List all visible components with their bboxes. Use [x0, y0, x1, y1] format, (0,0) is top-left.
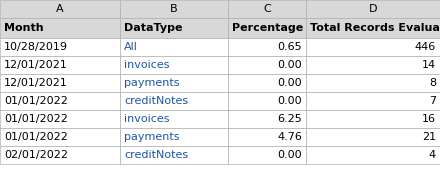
Bar — [228, 38, 306, 56]
Bar — [0, 74, 120, 92]
Bar — [306, 0, 440, 18]
Text: 12/01/2021: 12/01/2021 — [4, 78, 68, 88]
Text: B: B — [170, 4, 178, 14]
Bar — [228, 56, 306, 74]
Text: Percentage: Percentage — [232, 23, 303, 33]
Text: 4: 4 — [429, 150, 436, 160]
Text: creditNotes: creditNotes — [124, 96, 188, 106]
Text: 0.00: 0.00 — [277, 150, 302, 160]
Text: payments: payments — [124, 78, 180, 88]
Text: 01/01/2022: 01/01/2022 — [4, 132, 68, 142]
Bar — [120, 110, 228, 128]
Text: 446: 446 — [415, 42, 436, 52]
Text: 12/01/2021: 12/01/2021 — [4, 60, 68, 70]
Bar — [120, 128, 228, 146]
Text: payments: payments — [124, 132, 180, 142]
Text: 01/01/2022: 01/01/2022 — [4, 114, 68, 124]
Text: 0.00: 0.00 — [277, 96, 302, 106]
Bar — [306, 56, 440, 74]
Bar — [0, 128, 120, 146]
Bar — [306, 146, 440, 164]
Text: C: C — [263, 4, 271, 14]
Text: 01/01/2022: 01/01/2022 — [4, 96, 68, 106]
Bar — [228, 18, 306, 38]
Bar — [228, 92, 306, 110]
Bar — [306, 74, 440, 92]
Bar — [120, 146, 228, 164]
Text: 4.76: 4.76 — [277, 132, 302, 142]
Bar — [120, 92, 228, 110]
Text: A: A — [56, 4, 64, 14]
Bar — [120, 74, 228, 92]
Bar — [0, 110, 120, 128]
Bar — [228, 128, 306, 146]
Bar — [0, 0, 120, 18]
Bar — [120, 18, 228, 38]
Bar — [306, 38, 440, 56]
Bar — [306, 110, 440, 128]
Text: 6.25: 6.25 — [277, 114, 302, 124]
Bar — [228, 110, 306, 128]
Text: invoices: invoices — [124, 114, 169, 124]
Text: All: All — [124, 42, 138, 52]
Bar — [120, 0, 228, 18]
Text: 02/01/2022: 02/01/2022 — [4, 150, 68, 160]
Bar — [0, 56, 120, 74]
Bar — [228, 0, 306, 18]
Bar — [306, 92, 440, 110]
Text: Month: Month — [4, 23, 44, 33]
Bar — [0, 146, 120, 164]
Text: DataType: DataType — [124, 23, 183, 33]
Bar — [120, 56, 228, 74]
Bar — [306, 18, 440, 38]
Text: invoices: invoices — [124, 60, 169, 70]
Text: creditNotes: creditNotes — [124, 150, 188, 160]
Text: 8: 8 — [429, 78, 436, 88]
Text: 21: 21 — [422, 132, 436, 142]
Text: 16: 16 — [422, 114, 436, 124]
Bar — [228, 146, 306, 164]
Text: Total Records Evaluated: Total Records Evaluated — [310, 23, 440, 33]
Bar — [0, 38, 120, 56]
Text: 10/28/2019: 10/28/2019 — [4, 42, 68, 52]
Text: 0.00: 0.00 — [277, 60, 302, 70]
Text: 14: 14 — [422, 60, 436, 70]
Text: D: D — [369, 4, 377, 14]
Bar — [0, 92, 120, 110]
Bar — [228, 74, 306, 92]
Bar — [0, 18, 120, 38]
Text: 0.00: 0.00 — [277, 78, 302, 88]
Bar — [306, 128, 440, 146]
Text: 0.65: 0.65 — [277, 42, 302, 52]
Text: 7: 7 — [429, 96, 436, 106]
Bar — [120, 38, 228, 56]
